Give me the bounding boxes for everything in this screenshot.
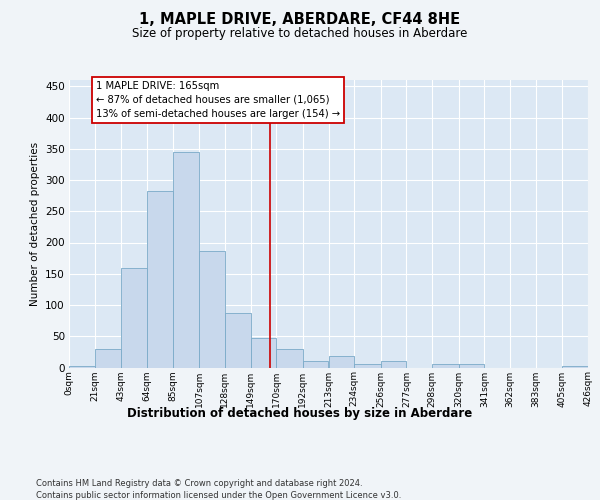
Bar: [121, 268, 147, 368]
Bar: [225, 312, 251, 368]
Bar: [303, 360, 329, 368]
Text: 1 MAPLE DRIVE: 165sqm
← 87% of detached houses are smaller (1,065)
13% of semi-d: 1 MAPLE DRIVE: 165sqm ← 87% of detached …: [96, 81, 340, 119]
Bar: [69, 366, 95, 368]
Bar: [381, 361, 406, 368]
Bar: [147, 190, 173, 368]
Text: 1, MAPLE DRIVE, ABERDARE, CF44 8HE: 1, MAPLE DRIVE, ABERDARE, CF44 8HE: [139, 12, 461, 28]
Bar: [276, 349, 303, 368]
Bar: [95, 349, 121, 368]
Bar: [432, 364, 459, 368]
Y-axis label: Number of detached properties: Number of detached properties: [29, 142, 40, 306]
Bar: [354, 364, 381, 368]
Text: Contains HM Land Registry data © Crown copyright and database right 2024.
Contai: Contains HM Land Registry data © Crown c…: [36, 478, 401, 500]
Bar: [329, 356, 354, 368]
Bar: [251, 338, 276, 368]
Bar: [199, 251, 225, 368]
Text: Size of property relative to detached houses in Aberdare: Size of property relative to detached ho…: [133, 28, 467, 40]
Bar: [173, 152, 199, 368]
Bar: [459, 364, 484, 368]
Text: Distribution of detached houses by size in Aberdare: Distribution of detached houses by size …: [127, 408, 473, 420]
Bar: [562, 366, 588, 368]
